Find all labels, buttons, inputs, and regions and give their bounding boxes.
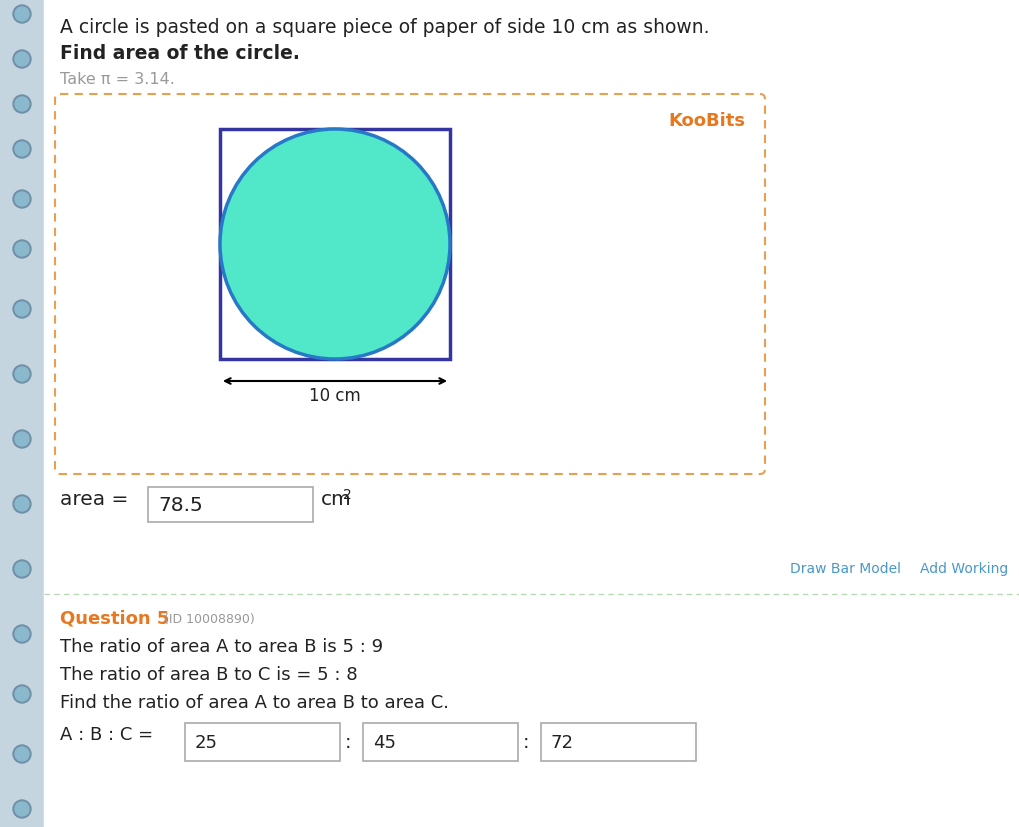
Circle shape	[15, 8, 29, 22]
Text: 78.5: 78.5	[158, 495, 203, 514]
Text: Find area of the circle.: Find area of the circle.	[60, 44, 300, 63]
Circle shape	[13, 625, 31, 643]
Text: The ratio of area A to area B is 5 : 9: The ratio of area A to area B is 5 : 9	[60, 638, 383, 655]
Circle shape	[15, 367, 29, 381]
FancyBboxPatch shape	[55, 95, 765, 475]
Text: Question 5: Question 5	[60, 609, 169, 627]
Circle shape	[15, 143, 29, 157]
Circle shape	[15, 193, 29, 207]
Bar	[148, 487, 313, 523]
Circle shape	[15, 562, 29, 576]
Circle shape	[13, 366, 31, 384]
Circle shape	[15, 747, 29, 761]
Text: A : B : C =: A : B : C =	[60, 725, 159, 743]
Circle shape	[13, 191, 31, 208]
Circle shape	[15, 433, 29, 447]
Text: The ratio of area B to C is = 5 : 8: The ratio of area B to C is = 5 : 8	[60, 665, 358, 683]
Circle shape	[13, 51, 31, 69]
Circle shape	[13, 431, 31, 448]
Circle shape	[15, 802, 29, 816]
Circle shape	[15, 497, 29, 511]
Text: :: :	[345, 733, 352, 752]
Circle shape	[13, 686, 31, 703]
Text: 2: 2	[343, 487, 352, 501]
Bar	[220, 130, 450, 360]
Text: 25: 25	[195, 733, 218, 751]
Text: cm: cm	[321, 490, 352, 509]
Circle shape	[13, 495, 31, 514]
Circle shape	[15, 53, 29, 67]
Circle shape	[220, 130, 450, 360]
Circle shape	[13, 561, 31, 578]
Text: Take π = 3.14.: Take π = 3.14.	[60, 72, 175, 87]
Text: Find the ratio of area A to area B to area C.: Find the ratio of area A to area B to ar…	[60, 693, 449, 711]
Circle shape	[15, 98, 29, 112]
Text: :: :	[523, 733, 530, 752]
Text: 72: 72	[551, 733, 574, 751]
Text: 45: 45	[373, 733, 396, 751]
Text: A circle is pasted on a square piece of paper of side 10 cm as shown.: A circle is pasted on a square piece of …	[60, 18, 709, 37]
Text: Draw Bar Model: Draw Bar Model	[790, 562, 901, 576]
Text: area =: area =	[60, 490, 135, 509]
Circle shape	[13, 301, 31, 318]
Circle shape	[15, 687, 29, 701]
Bar	[363, 723, 518, 761]
Text: 10 cm: 10 cm	[309, 386, 361, 404]
Circle shape	[15, 242, 29, 256]
Circle shape	[13, 745, 31, 763]
Bar	[541, 723, 696, 761]
Circle shape	[13, 241, 31, 259]
Circle shape	[13, 141, 31, 159]
Bar	[185, 723, 340, 761]
Text: (ID 10008890): (ID 10008890)	[160, 612, 255, 625]
Circle shape	[15, 303, 29, 317]
Circle shape	[13, 96, 31, 114]
Bar	[0, 0, 44, 827]
Circle shape	[15, 627, 29, 641]
Text: Add Working: Add Working	[920, 562, 1008, 576]
Text: KooBits: KooBits	[668, 112, 745, 130]
Circle shape	[13, 6, 31, 24]
Circle shape	[13, 800, 31, 818]
